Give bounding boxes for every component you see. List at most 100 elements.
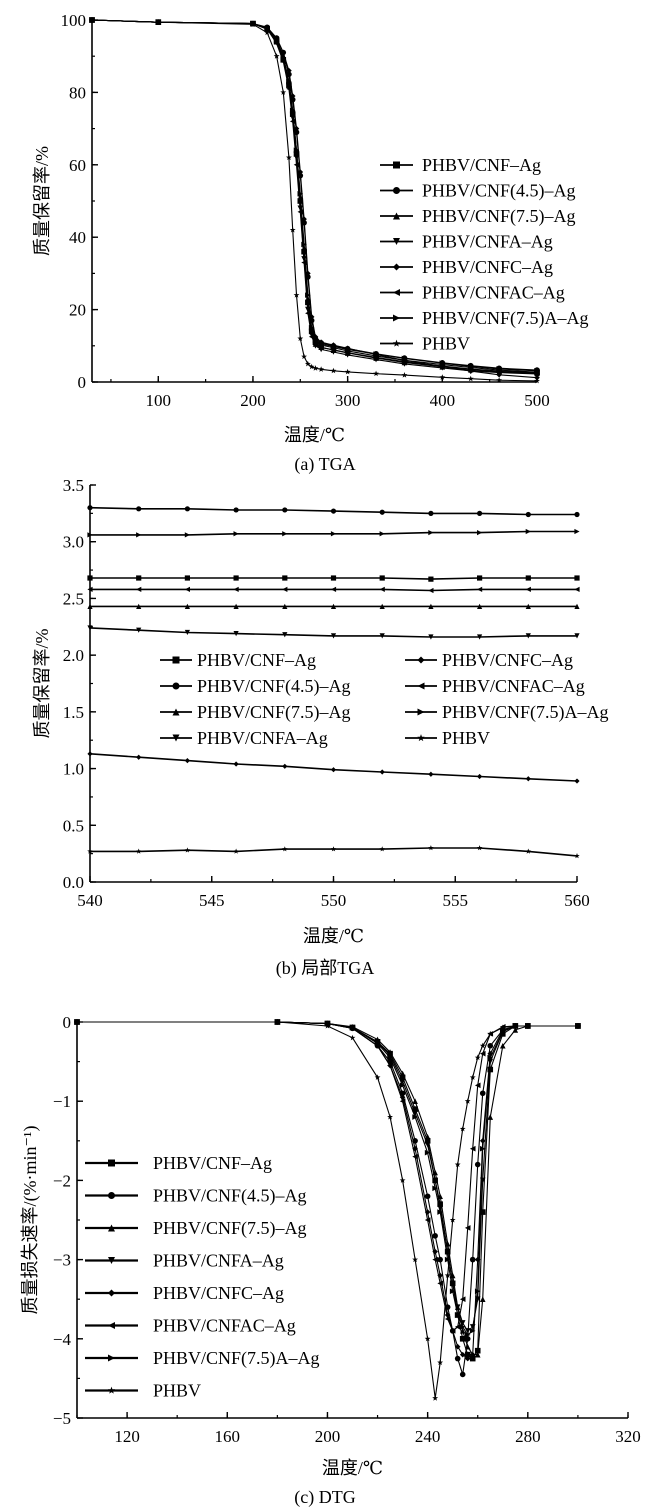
data-point bbox=[401, 355, 408, 362]
data-point bbox=[525, 511, 531, 518]
legend-marker-star-icon bbox=[392, 339, 401, 347]
data-point bbox=[464, 1098, 471, 1104]
y-axis-title: 质量保留率/% bbox=[32, 628, 52, 738]
data-point bbox=[487, 1054, 494, 1061]
legend-label: PHBV/CNF–Ag bbox=[197, 650, 316, 670]
data-point bbox=[479, 1145, 486, 1152]
data-point bbox=[286, 67, 292, 74]
legend-item: PHBV/CNF(7.5)A–Ag bbox=[405, 702, 609, 723]
data-point bbox=[233, 586, 239, 592]
data-point bbox=[136, 532, 142, 538]
legend-marker-triangle-left-icon bbox=[393, 289, 400, 296]
data-point bbox=[444, 1316, 451, 1322]
y-tick-label: −5 bbox=[53, 1409, 71, 1428]
data-point bbox=[574, 853, 580, 859]
x-tick-label: 200 bbox=[240, 391, 266, 410]
legend-marker-triangle-down-icon bbox=[108, 1257, 115, 1264]
data-point bbox=[467, 366, 474, 372]
data-point bbox=[574, 511, 580, 518]
data-point bbox=[469, 1074, 476, 1080]
data-point bbox=[349, 1024, 356, 1031]
legend-label: PHBV bbox=[422, 334, 470, 354]
data-point bbox=[476, 845, 483, 851]
data-point bbox=[479, 1138, 486, 1144]
data-point bbox=[87, 586, 93, 592]
data-point bbox=[464, 1336, 471, 1342]
legend-item: PHBV bbox=[380, 334, 470, 354]
data-point bbox=[282, 632, 288, 638]
data-point bbox=[428, 510, 434, 516]
data-point bbox=[312, 341, 319, 348]
data-point bbox=[399, 1074, 406, 1081]
data-point bbox=[412, 1153, 418, 1160]
data-point bbox=[464, 1343, 471, 1350]
data-point bbox=[464, 1328, 471, 1334]
data-point bbox=[459, 1125, 466, 1132]
data-point bbox=[424, 1193, 431, 1200]
y-tick-label: 40 bbox=[69, 228, 86, 247]
data-point bbox=[233, 575, 239, 581]
x-tick-label: 160 bbox=[215, 1427, 241, 1446]
series-diamond bbox=[74, 1019, 581, 1362]
x-tick-label: 555 bbox=[443, 891, 469, 910]
legend-label: PHBV/CNF–Ag bbox=[422, 155, 541, 175]
data-point bbox=[280, 89, 287, 95]
data-point bbox=[487, 1030, 494, 1037]
data-point bbox=[282, 531, 288, 537]
legend-marker-star-icon bbox=[107, 1386, 116, 1394]
data-point bbox=[282, 575, 288, 581]
x-tick-label: 300 bbox=[335, 391, 361, 410]
data-point bbox=[496, 371, 502, 378]
data-point bbox=[233, 603, 239, 609]
legend-label: PHBV/CNF(7.5)A–Ag bbox=[153, 1348, 320, 1369]
data-point bbox=[444, 1272, 451, 1278]
legend-item: PHBV bbox=[85, 1381, 201, 1401]
data-point bbox=[330, 767, 337, 773]
data-point bbox=[574, 1022, 581, 1029]
data-point bbox=[250, 21, 256, 27]
data-point bbox=[477, 530, 483, 536]
y-tick-label: 2.5 bbox=[63, 589, 84, 608]
legend-marker-circle-icon bbox=[393, 187, 400, 194]
chart-panel-3: 120 160 200 240 280 320 −5 −4 −3 −2 −1 0 温度/℃ 质量损失速率/… bbox=[20, 1013, 641, 1508]
series-triangle-right bbox=[74, 1019, 581, 1338]
data-point bbox=[467, 368, 474, 374]
y-tick-label: 0.5 bbox=[63, 816, 84, 835]
legend-label: PHBV/CNFA–Ag bbox=[197, 728, 328, 748]
series-triangle-left bbox=[74, 1019, 581, 1334]
data-point bbox=[459, 1320, 466, 1326]
data-point bbox=[437, 1280, 443, 1287]
y-tick-label: 20 bbox=[69, 301, 86, 320]
data-point bbox=[308, 324, 315, 331]
chart-caption: (a) TGA bbox=[294, 454, 355, 475]
data-point bbox=[574, 575, 580, 581]
legend-marker-square-icon bbox=[108, 1159, 115, 1167]
data-point bbox=[437, 1209, 443, 1215]
data-point bbox=[286, 78, 292, 85]
data-point bbox=[308, 363, 315, 370]
legend-marker-circle-icon bbox=[172, 682, 180, 690]
data-point bbox=[459, 1371, 466, 1378]
data-point bbox=[330, 846, 337, 852]
data-point bbox=[424, 1335, 431, 1342]
series-triangle-down bbox=[74, 1019, 581, 1334]
data-point bbox=[305, 270, 311, 277]
data-point bbox=[297, 190, 304, 197]
data-point bbox=[301, 241, 307, 248]
data-point bbox=[330, 575, 337, 581]
data-point bbox=[282, 846, 288, 852]
y-tick-label: −1 bbox=[53, 1092, 71, 1111]
data-point bbox=[330, 508, 337, 514]
legend-item: PHBV/CNF(4.5)–Ag bbox=[380, 181, 576, 202]
legend-label: PHBV/CNF(7.5)A–Ag bbox=[422, 308, 589, 329]
y-tick-label: 1.0 bbox=[63, 760, 84, 779]
series-star bbox=[74, 1018, 581, 1401]
data-point bbox=[379, 603, 385, 609]
data-point bbox=[387, 1062, 393, 1069]
x-tick-label: 545 bbox=[199, 891, 225, 910]
data-point bbox=[373, 351, 379, 357]
legend-marker-triangle-right-icon bbox=[393, 314, 400, 322]
legend-item: PHBV/CNF–Ag bbox=[85, 1153, 272, 1173]
legend-marker-diamond-icon bbox=[108, 1289, 115, 1297]
